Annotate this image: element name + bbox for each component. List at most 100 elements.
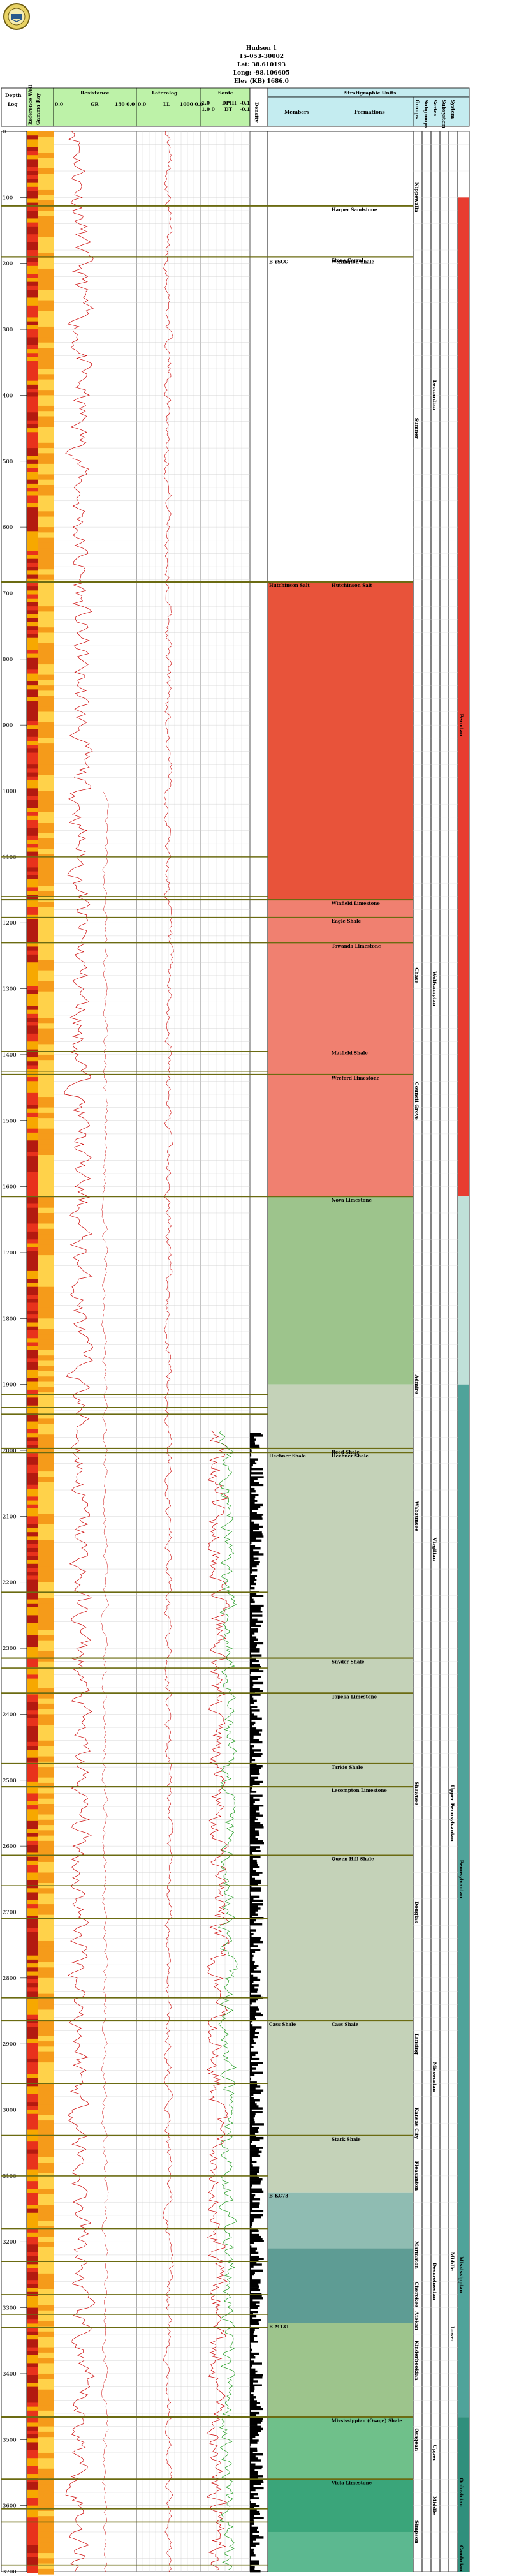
density-bar [250,1478,258,1480]
ref-gamma-cell [27,1904,38,1909]
gamma-cell [38,2437,54,2443]
ref-gamma-cell [27,733,38,738]
resistance-header-box [53,87,137,127]
hier-label-1: Subgroups [423,100,429,128]
gamma-cell [38,1276,54,1282]
density-bar [250,2188,262,2191]
gamma-cell [38,1814,54,1820]
gamma-cell [38,780,54,786]
gamma-cell [38,1972,54,1979]
gamma-cell [38,1819,54,1826]
density-bar [250,1723,254,1726]
gamma-cell [38,1861,54,1868]
density-bar [250,2281,261,2284]
ref-gamma-cell [27,887,38,892]
gamma-cell [38,174,54,179]
density-bar [250,2242,254,2244]
gamma-cell [38,527,54,533]
ref-gamma-cell [27,1702,38,1707]
gamma-cell [38,1877,54,1884]
density-bar [250,2202,260,2205]
gamma-cell [38,1212,54,1219]
ref-gamma-cell [27,2367,38,2372]
gamma-cell [38,1519,54,1525]
ref-gamma-cell [27,2485,38,2490]
ref-gamma-cell [27,1793,38,1798]
gamma-cell [38,2347,54,2353]
ref-gamma-cell [27,361,38,366]
density-bar [250,1988,258,1991]
ref-gamma-cell [27,839,38,844]
ref-gamma-cell [27,1868,38,1873]
gamma-cell [38,574,54,581]
ref-gamma-cell [27,2074,38,2079]
gamma-cell [38,1139,54,1145]
density-bar [250,1881,261,1884]
gamma-cell [38,2294,54,2300]
ref-gamma-cell [27,2533,38,2538]
gamma-cell [38,770,54,776]
density-bar [250,1470,252,1473]
ref-gamma-cell [27,2236,38,2241]
ref-gamma-cell [27,373,38,377]
gamma-cell [38,226,54,232]
sonic2-scale-mid: DT [224,107,233,112]
ref-gamma-cell [27,1947,38,1952]
gamma-cell [38,1603,54,1609]
ref-gamma-cell [27,2256,38,2261]
ref-gamma-cell [27,250,38,255]
density-bar [250,2218,254,2221]
ref-gamma-cell [27,1524,38,1529]
gamma-cell [38,1186,54,1193]
density-bar [250,2404,257,2406]
density-bar [250,1474,251,1477]
density-bar [250,2182,261,2185]
gamma-cell [38,153,54,158]
depth-tick-label: 1700 [3,1250,17,1256]
density-bar [250,1939,261,1942]
ref-gamma-cell [27,2275,38,2281]
ref-gamma-cell [27,2216,38,2221]
density-bar [250,1872,263,1874]
density-bar [250,2429,261,2432]
ref-gamma-cell [27,155,38,160]
density-bar [250,1450,252,1453]
ref-gamma-cell [27,2189,38,2194]
subsystem-label: Upper Pennsylvanian [449,1785,455,1842]
ref-gamma-cell [27,527,38,532]
ref-gamma-cell [27,2434,38,2439]
ref-gamma-cell [27,1607,38,1612]
gamma-cell [38,600,54,607]
ref-gamma-cell [27,1738,38,1743]
gamma-cell [38,706,54,712]
density-bar [250,2279,261,2282]
density-bar [250,1527,259,1530]
gamma-cell [38,1176,54,1182]
depth-tick-label: 100 [3,195,13,201]
ref-gamma-cell [27,1196,38,1200]
density-bar [250,1436,254,1439]
ref-gamma-cell [27,650,38,655]
density-bar [250,1650,260,1653]
gamma-cell [38,305,54,311]
ref-gamma-cell [27,1101,38,1105]
ref-gamma-cell [27,2549,38,2554]
density-bar [250,2161,257,2163]
ref-gamma-cell [27,2050,38,2055]
ref-gamma-cell [27,135,38,140]
ref-gamma-cell [27,815,38,821]
density-bar [250,2131,259,2134]
ref-gamma-cell [27,2410,38,2415]
density-bar [250,1980,254,1983]
density-bar [250,2321,259,2323]
ref-gamma-cell [27,1132,38,1137]
ref-gamma-cell [27,1038,38,1042]
permian-system-fill [458,197,469,1197]
gamma-cell [38,516,54,523]
ref-gamma-cell [27,2284,38,2289]
density-bar [250,2356,256,2359]
ref-gamma-cell [27,974,38,979]
ref-gamma-cell [27,748,38,754]
ref-gamma-cell [27,1516,38,1521]
density-bar [250,2420,263,2422]
